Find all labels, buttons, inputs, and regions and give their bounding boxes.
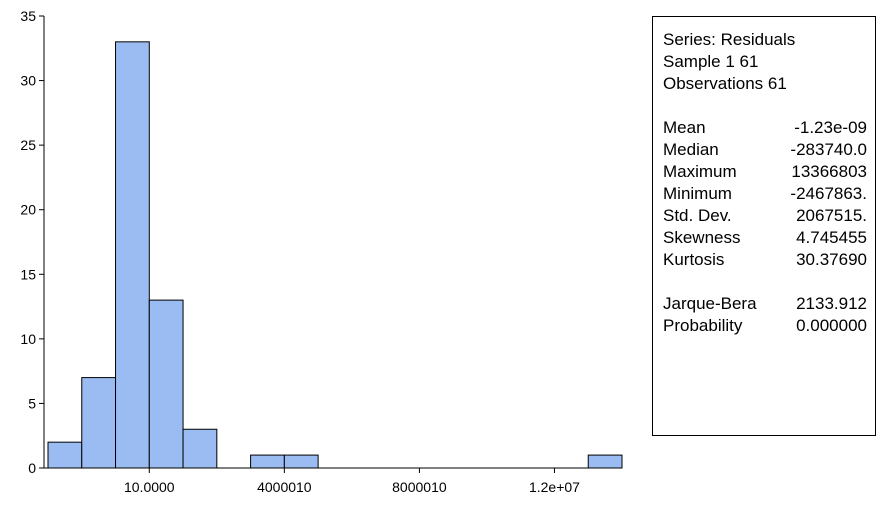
stat-value: -2467863. [790, 184, 867, 203]
stat-row-minimum: Minimum -2467863. [663, 183, 875, 205]
histogram-bar [182, 428, 218, 469]
y-tick-label: 25 [20, 137, 36, 153]
normality-tests: Jarque-Bera 2133.912 Probability 0.000000 [663, 293, 875, 337]
x-tick-label: 1.2e+07 [529, 479, 580, 495]
x-tick-label: 4000010 [257, 479, 312, 495]
histogram-bars [47, 41, 623, 469]
stat-value: 4.745455 [796, 228, 867, 247]
stat-label: Jarque-Bera [663, 294, 757, 313]
y-tick-label: 20 [20, 202, 36, 218]
descriptive-stats: Mean -1.23e-09 Median -283740.0 Maximum 133… [663, 117, 875, 271]
observations-count: Observations 61 [663, 74, 787, 93]
stat-value: 30.37690 [796, 250, 867, 269]
stat-row-probability: Probability 0.000000 [663, 315, 875, 337]
y-tick-label: 30 [20, 73, 36, 89]
stat-value: 2133.912 [796, 294, 867, 313]
stat-label: Kurtosis [663, 250, 725, 269]
stat-row-maximum: Maximum 13366803 [663, 161, 875, 183]
y-axis-ticks: 0 5 10 15 20 25 30 35 [20, 8, 44, 476]
stat-label: Std. Dev. [663, 206, 732, 225]
stat-row-std-dev: Std. Dev. 2067515. [663, 205, 875, 227]
stat-row-skewness: Skewness 4.745455 [663, 227, 875, 249]
stat-row-jarque-bera: Jarque-Bera 2133.912 [663, 293, 875, 315]
histogram-bar [587, 454, 623, 469]
stat-label: Probability [663, 316, 743, 335]
x-axis-ticks: 10.0000 4000010 8000010 1.2e+07 [124, 468, 580, 495]
stat-row-mean: Mean -1.23e-09 [663, 117, 875, 139]
histogram-chart: 0 5 10 15 20 25 30 35 10.0000 4000010 8000010 1.2e… [20, 8, 623, 495]
y-tick-label: 15 [20, 266, 36, 282]
x-tick-label: 8000010 [392, 479, 447, 495]
sample-range: Sample 1 61 [663, 52, 759, 71]
histogram-bar [81, 377, 117, 469]
stat-label: Skewness [663, 228, 741, 247]
y-tick-label: 10 [20, 331, 36, 347]
histogram-bar [283, 454, 319, 469]
stat-row-kurtosis: Kurtosis 30.37690 [663, 249, 875, 271]
y-tick-label: 35 [20, 8, 36, 24]
stat-value: 2067515. [796, 206, 867, 225]
stat-label: Mean [663, 118, 706, 137]
histogram-bar [47, 441, 83, 469]
statistics-panel: Series: Residuals Sample 1 61 Observatio… [652, 16, 876, 436]
x-tick-label: 10.0000 [124, 479, 175, 495]
stat-label: Median [663, 140, 719, 159]
y-tick-label: 5 [28, 395, 36, 411]
series-name: Series: Residuals [663, 30, 796, 49]
stat-label: Maximum [663, 162, 737, 181]
stat-value: -283740.0 [790, 140, 867, 159]
histogram-bar [148, 299, 184, 469]
y-tick-label: 0 [28, 460, 36, 476]
spacer [663, 271, 875, 293]
stat-value: 13366803 [791, 162, 867, 181]
histogram-bar [250, 454, 285, 469]
stat-row-median: Median -283740.0 [663, 139, 875, 161]
spacer [663, 95, 875, 117]
stat-label: Minimum [663, 184, 732, 203]
histogram-bar [115, 41, 150, 469]
chart-axes [43, 16, 622, 469]
stat-value: -1.23e-09 [794, 118, 867, 137]
stat-value: 0.000000 [796, 316, 867, 335]
